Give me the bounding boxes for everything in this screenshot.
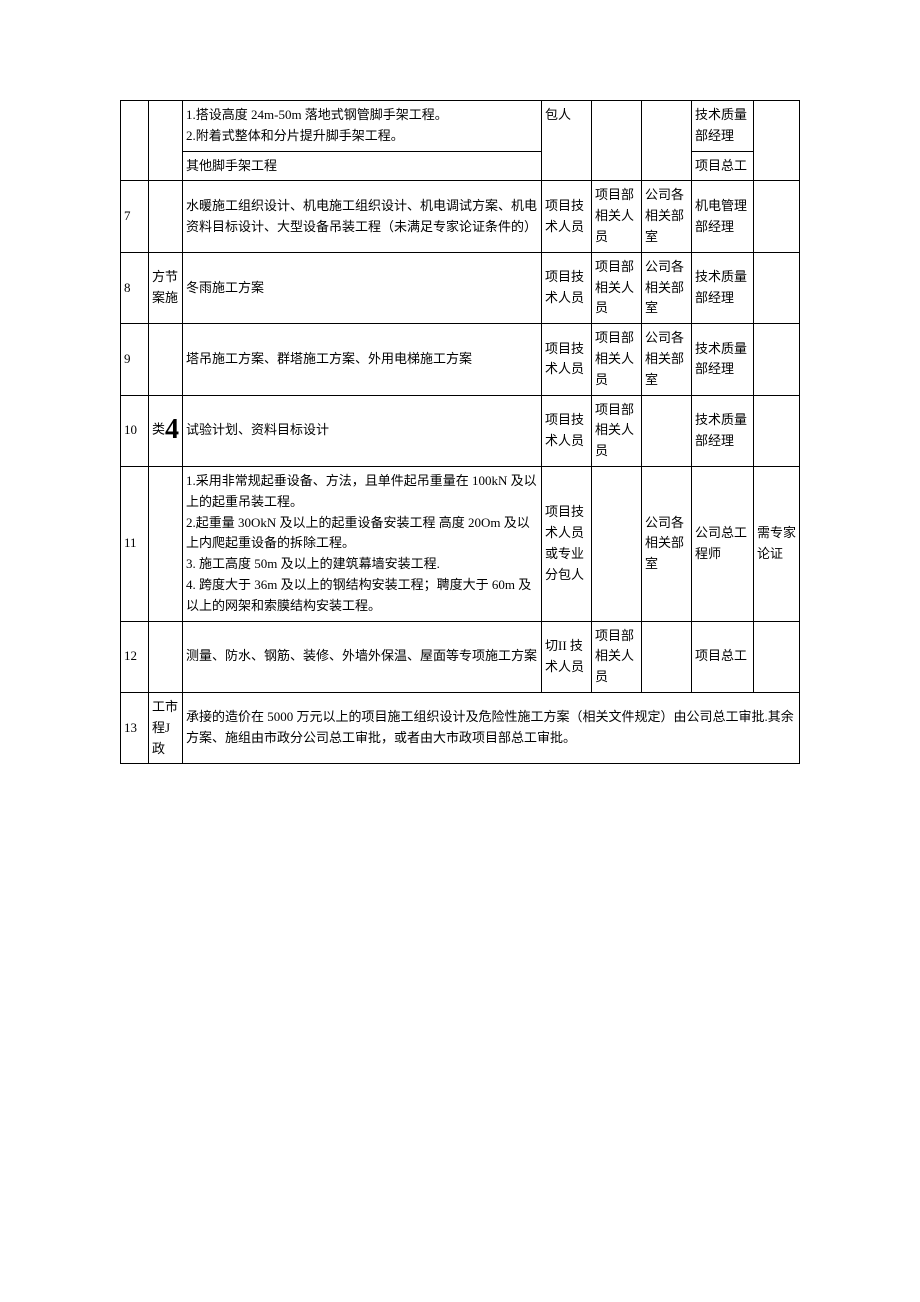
cell-content-merged: 承接的造价在 5000 万元以上的项目施工组织设计及危险性施工方案（相关文件规定…: [183, 692, 800, 763]
cell-content: 1.搭设高度 24m-50m 落地式钢管脚手架工程。 2.附着式整体和分片提升脚…: [183, 101, 542, 152]
cell-content: 塔吊施工方案、群塔施工方案、外用电梯施工方案: [183, 324, 542, 395]
cell-cat: 类4: [149, 395, 183, 466]
cell-c7: 项目总工: [692, 151, 754, 181]
cell-cat: [149, 101, 183, 181]
cell-num: 11: [121, 466, 149, 621]
cell-c7: 技术质量部经理: [692, 252, 754, 323]
cell-c5: [592, 466, 642, 621]
cell-c7: 机电管理部经理: [692, 181, 754, 252]
cell-c6: 公司各相关部室: [642, 324, 692, 395]
cell-c8: [754, 252, 800, 323]
cell-c5: 项目部相关人员: [592, 252, 642, 323]
cell-c5: 项目部相关人员: [592, 181, 642, 252]
cell-c6: [642, 395, 692, 466]
cell-c7: 技术质量部经理: [692, 395, 754, 466]
cell-c4: 切II 技术人员: [542, 621, 592, 692]
cell-c6: [642, 621, 692, 692]
cell-num: 7: [121, 181, 149, 252]
cell-c6: 公司各相关部室: [642, 466, 692, 621]
cell-c4: 项目技术人员: [542, 324, 592, 395]
cell-content: 冬雨施工方案: [183, 252, 542, 323]
cell-c7: 技术质量部经理: [692, 101, 754, 152]
cell-num: 12: [121, 621, 149, 692]
cell-c8: 需专家论证: [754, 466, 800, 621]
table-row: 12 测量、防水、钢筋、装修、外墙外保温、屋面等专项施工方案 切II 技术人员 …: [121, 621, 800, 692]
cell-content: 测量、防水、钢筋、装修、外墙外保温、屋面等专项施工方案: [183, 621, 542, 692]
cat-big-number: 4: [165, 408, 179, 453]
cell-c4: 项目技术人员: [542, 181, 592, 252]
cell-c6: 公司各相关部室: [642, 181, 692, 252]
cell-c5: [592, 101, 642, 181]
cell-c8: [754, 395, 800, 466]
cell-num: 10: [121, 395, 149, 466]
cell-c8: [754, 101, 800, 181]
table-row: 10 类4 试验计划、资料目标设计 项目技术人员 项目部相关人员 技术质量部经理: [121, 395, 800, 466]
cell-num: 13: [121, 692, 149, 763]
cell-cat: 方节案施: [149, 252, 183, 323]
cell-cat: [149, 181, 183, 252]
cell-c5: 项目部相关人员: [592, 395, 642, 466]
table-row: 11 1.采用非常规起垂设备、方法，且单件起吊重量在 100kN 及以上的起重吊…: [121, 466, 800, 621]
cell-c5: 项目部相关人员: [592, 621, 642, 692]
table-row: 7 水暖施工组织设计、机电施工组织设计、机电调试方案、机电资料目标设计、大型设备…: [121, 181, 800, 252]
table-row: 8 方节案施 冬雨施工方案 项目技术人员 项目部相关人员 公司各相关部室 技术质…: [121, 252, 800, 323]
cell-content: 水暖施工组织设计、机电施工组织设计、机电调试方案、机电资料目标设计、大型设备吊装…: [183, 181, 542, 252]
cell-c7: 公司总工程师: [692, 466, 754, 621]
table-row: 9 塔吊施工方案、群塔施工方案、外用电梯施工方案 项目技术人员 项目部相关人员 …: [121, 324, 800, 395]
cell-c8: [754, 324, 800, 395]
cell-cat: [149, 621, 183, 692]
cat-prefix: 类: [152, 422, 165, 437]
construction-plan-table: 1.搭设高度 24m-50m 落地式钢管脚手架工程。 2.附着式整体和分片提升脚…: [120, 100, 800, 764]
cell-c4: 项目技术人员: [542, 252, 592, 323]
cell-cat: [149, 466, 183, 621]
cell-c5: 项目部相关人员: [592, 324, 642, 395]
cell-cat: [149, 324, 183, 395]
cell-c7: 技术质量部经理: [692, 324, 754, 395]
cell-num: [121, 101, 149, 181]
cell-c6: [642, 101, 692, 181]
table-row: 13 工市程J 政 承接的造价在 5000 万元以上的项目施工组织设计及危险性施…: [121, 692, 800, 763]
cell-c4: 项目技术人员: [542, 395, 592, 466]
cell-c8: [754, 621, 800, 692]
cell-c6: 公司各相关部室: [642, 252, 692, 323]
cell-content: 其他脚手架工程: [183, 151, 542, 181]
table-row: 其他脚手架工程 项目总工: [121, 151, 800, 181]
cell-c4: 包人: [542, 101, 592, 181]
cell-cat: 工市程J 政: [149, 692, 183, 763]
cell-c8: [754, 181, 800, 252]
cell-c4: 项目技术人员或专业分包人: [542, 466, 592, 621]
cell-num: 8: [121, 252, 149, 323]
cell-num: 9: [121, 324, 149, 395]
table-row: 1.搭设高度 24m-50m 落地式钢管脚手架工程。 2.附着式整体和分片提升脚…: [121, 101, 800, 152]
cell-content: 试验计划、资料目标设计: [183, 395, 542, 466]
cell-c7: 项目总工: [692, 621, 754, 692]
cell-content: 1.采用非常规起垂设备、方法，且单件起吊重量在 100kN 及以上的起重吊装工程…: [183, 466, 542, 621]
